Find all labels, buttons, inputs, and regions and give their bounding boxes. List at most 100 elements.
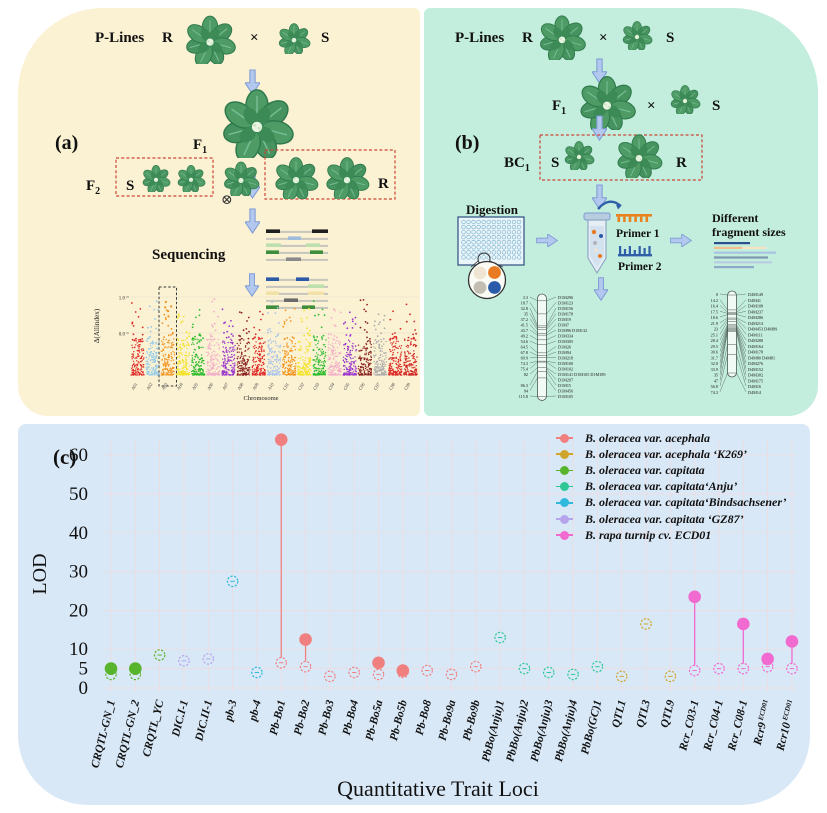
lollipop-points [104, 433, 799, 683]
map-marker: D1M105 [558, 394, 573, 399]
down-arrow-icon [245, 208, 260, 234]
lollipop-point [785, 635, 799, 675]
digestion-label: Digestion [466, 202, 519, 217]
map-position: 17.5 [711, 309, 718, 314]
legend-marker-icon [556, 449, 580, 459]
chromosome-tick: A09 [251, 381, 260, 391]
resistant-pool-box [264, 149, 396, 200]
qtl-label: CRQTL-GN_1 [89, 699, 117, 769]
map-position: 18.6 [711, 315, 718, 320]
lollipop-point [396, 664, 410, 679]
qtl-label: DIC.I-1 [170, 699, 191, 739]
manhattan-ytick-1: 1.0 [119, 297, 126, 302]
lollipop-point [737, 617, 750, 675]
y-tick: 40 [69, 523, 88, 544]
fragments-title-line2: fragment sizes [712, 225, 786, 239]
lollipop-point [640, 618, 652, 630]
panel-a: P-Lines R × S (a) F1 ⊗ F2 S R Sequencing [18, 8, 420, 416]
lollipop-point [615, 670, 628, 683]
map-position: 21.9 [711, 321, 718, 326]
legend-item: B. oleracea var. capitata‘Anju’ [556, 479, 786, 495]
lollipop-point [129, 662, 142, 681]
susceptible-parent-label-b: S [666, 30, 674, 46]
legend-label: B. oleracea var. acephala ‘K269’ [585, 446, 747, 461]
bc1-s-plant [563, 141, 596, 170]
map-position: 41.5 [521, 323, 528, 328]
manhattan-ytick-0: 0.0 [119, 333, 126, 338]
y-tick: 20 [69, 600, 88, 621]
down-arrow-icon [594, 277, 608, 301]
legend-label: B. oleracea var. capitata [585, 462, 705, 477]
lollipop-point [469, 660, 482, 673]
map-marker: D4M164 [748, 344, 764, 349]
map-position: 82 [524, 372, 528, 377]
sequencing-reads-graphic [266, 229, 328, 309]
cross-symbol-a: × [250, 30, 259, 46]
qtl-label: QTL1 [610, 699, 628, 729]
map-marker: D4M111 [748, 332, 763, 337]
map-marker: D4M237 [748, 309, 763, 314]
panel-a-canvas: P-Lines R × S (a) F1 ⊗ F2 S R Sequencing [55, 15, 418, 402]
qtl-label: Pb-Bo3 [316, 699, 336, 737]
map-marker: D1M102 [558, 367, 573, 372]
map-position: 67.8 [521, 350, 528, 355]
legend-item: B. oleracea var. acephala ‘K269’ [556, 446, 786, 462]
legend-marker-icon [556, 465, 580, 475]
primer1-icon [616, 214, 652, 222]
map-marker: D4M108 [748, 304, 763, 309]
map-position: 23 [714, 327, 718, 332]
lollipop-point [348, 666, 360, 679]
qtl-label: Rcr_C04-1 [702, 699, 726, 753]
panel-c: (c) LOD 0 5 10 20 30 40 50 60 CRQTL-GN_1 CRQTL-G… [18, 424, 810, 805]
map-marker: D1M334 [558, 334, 574, 339]
qtl-label: PbBo(Anju)2 [504, 699, 531, 764]
map-position: 29.5 [711, 344, 718, 349]
map-marker: D1M100 [558, 361, 573, 366]
lollipop-point [104, 662, 118, 681]
p-lines-label-a: P-Lines [95, 30, 144, 46]
map-position: 33.9 [711, 367, 718, 372]
legend-label: B. rapa turnip cv. ECD01 [585, 527, 712, 542]
qtl-label: Pb-Bo1 [268, 699, 288, 737]
qtl-label: Rcr10 ECD01 [773, 699, 798, 753]
qtl-label: QTL3 [635, 699, 654, 729]
chart-gridlines [104, 440, 796, 692]
manhattan-points [130, 298, 418, 376]
chromosome-tick: C01 [282, 382, 290, 391]
chromosome-tick: A05 [190, 381, 199, 391]
map-marker: D4M288 [748, 338, 763, 343]
map-position: 32.8 [711, 361, 718, 366]
down-arrow-icon [245, 273, 259, 297]
qtl-label: Rcr_C08-1 [726, 699, 750, 753]
p-lines-label-b: P-Lines [455, 30, 504, 46]
map-position: 69.9 [521, 356, 528, 361]
map-marker: D1M19 [558, 317, 571, 322]
map-position: 37.2 [521, 317, 528, 322]
y-tick: 0 [79, 678, 89, 699]
chromosome-tick: C02 [297, 381, 306, 391]
chromosome-tick: C07 [373, 381, 382, 391]
map-position: 14.2 [711, 298, 718, 303]
map-marker: D1M305 [558, 339, 573, 344]
lollipop-point [688, 590, 701, 677]
sequencing-label: Sequencing [152, 247, 226, 263]
f1-susceptible-plant [669, 85, 702, 114]
pcr-tube [583, 200, 622, 275]
f2-label: F2 [86, 178, 100, 197]
panel-b-label: (b) [455, 132, 479, 154]
linkage-map-d1: 3.3 D1M296 18.7 D1M123 32.8 D1M156 35 D1M178 37.… [519, 293, 605, 401]
right-arrow-icon [536, 234, 558, 247]
chromosome-tick: A04 [175, 381, 184, 391]
map-position: 47 [714, 378, 718, 383]
map-position: 28.4 [711, 338, 719, 343]
f2-s-plant [141, 165, 172, 192]
map-position: 94 [524, 389, 529, 394]
map-marker: D4M149 [748, 292, 763, 297]
map-marker: D4M16 [748, 384, 761, 389]
map-marker: D1M15 [558, 383, 571, 388]
lollipop-point [542, 666, 555, 679]
lollipop-point [153, 649, 166, 661]
f1-cross-symbol: × [647, 98, 656, 114]
